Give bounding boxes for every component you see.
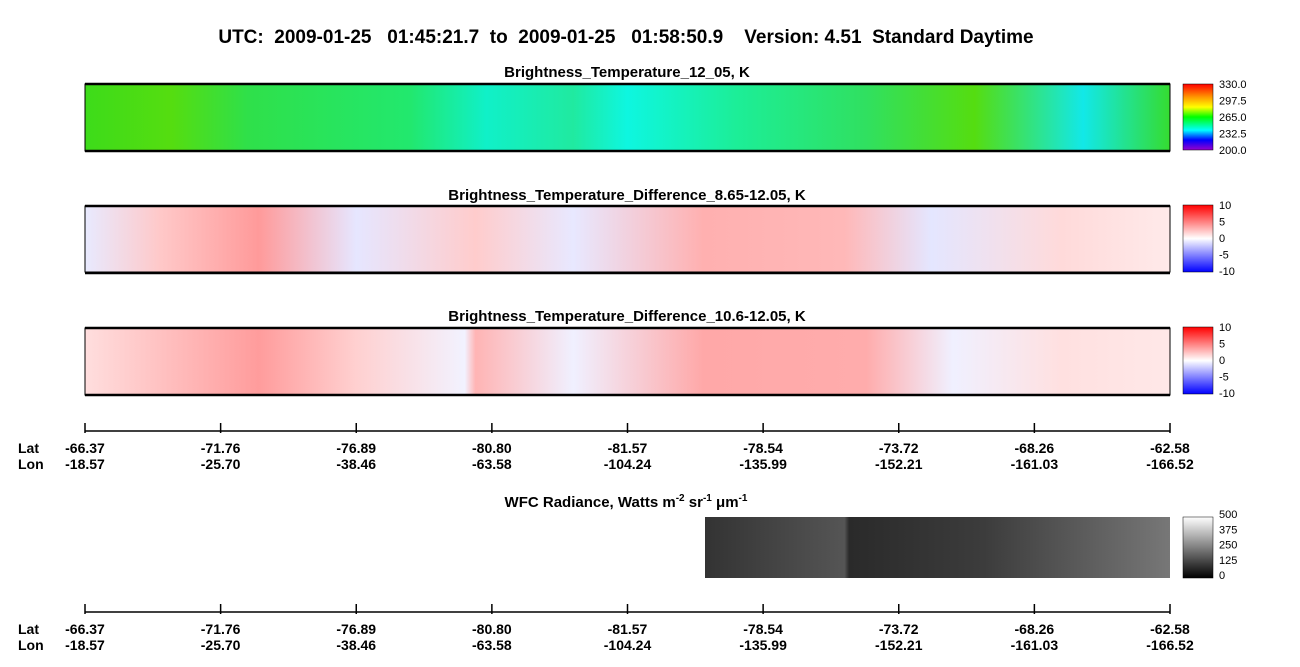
lat-value: -81.57 [608, 440, 648, 456]
colorbar-label: 500 [1219, 509, 1237, 521]
lat-value: -62.58 [1150, 440, 1190, 456]
lat-value: -80.80 [472, 621, 512, 637]
colorbar-label: -10 [1219, 266, 1235, 278]
lon-value: -38.46 [336, 637, 376, 653]
lat-value: -78.54 [743, 621, 783, 637]
lon-value: -38.46 [336, 456, 376, 472]
lat-value: -76.89 [336, 440, 376, 456]
lon-label: Lon [18, 456, 44, 472]
lat-value: -73.72 [879, 440, 919, 456]
lon-value: -152.21 [875, 456, 923, 472]
colorbar-label: 0 [1219, 570, 1225, 582]
lon-value: -104.24 [604, 637, 652, 653]
lon-value: -104.24 [604, 456, 652, 472]
colorbar-label: 125 [1219, 555, 1237, 567]
lat-label: Lat [18, 440, 39, 456]
colorbar-label: 0 [1219, 233, 1225, 245]
colorbar-label: 375 [1219, 524, 1237, 536]
lat-value: -76.89 [336, 621, 376, 637]
colorbar [1182, 326, 1214, 395]
lat-value: -80.80 [472, 440, 512, 456]
image [84, 205, 1171, 273]
panel-title: Brightness_Temperature_Difference_10.6-1… [448, 308, 806, 325]
title-sup: -1 [703, 493, 712, 504]
lon-label: Lon [18, 637, 44, 653]
lon-value: -25.70 [201, 456, 241, 472]
colorbar-label: 250 [1219, 540, 1237, 552]
colorbar-label: -5 [1219, 372, 1229, 384]
title-sup: -1 [739, 493, 748, 504]
colorbar-label: 265.0 [1219, 112, 1247, 124]
lat-value: -78.54 [743, 440, 783, 456]
colorbar-label: -5 [1219, 250, 1229, 262]
lon-value: -18.57 [65, 456, 105, 472]
lon-value: -166.52 [1146, 637, 1194, 653]
panel-title: Brightness_Temperature_12_05, K [504, 64, 750, 81]
wfc-title: WFC Radiance, Watts m-2 sr-1 μm-1 [505, 493, 748, 511]
colorbar-label: 5 [1219, 339, 1225, 351]
lon-value: -152.21 [875, 637, 923, 653]
image [84, 327, 1171, 396]
lon-value: -63.58 [472, 456, 512, 472]
lat-value: -81.57 [608, 621, 648, 637]
colorbar-label: -10 [1219, 388, 1235, 400]
colorbar-label: 200.0 [1219, 145, 1247, 157]
colorbar-label: 0 [1219, 355, 1225, 367]
colorbar-label: 10 [1219, 200, 1231, 212]
lon-value: -25.70 [201, 637, 241, 653]
colorbar [1182, 83, 1214, 151]
colorbar-label: 297.5 [1219, 96, 1247, 108]
colorbar [1182, 204, 1214, 273]
lat-value: -68.26 [1015, 621, 1055, 637]
lon-value: -18.57 [65, 637, 105, 653]
lon-value: -135.99 [739, 456, 787, 472]
title-sup: -2 [676, 493, 685, 504]
lon-value: -166.52 [1146, 456, 1194, 472]
lon-value: -135.99 [739, 637, 787, 653]
lon-value: -161.03 [1011, 456, 1059, 472]
lat-value: -62.58 [1150, 621, 1190, 637]
lat-value: -73.72 [879, 621, 919, 637]
image [84, 83, 1171, 152]
colorbar-label: 5 [1219, 217, 1225, 229]
page-title: UTC: 2009-01-25 01:45:21.7 to 2009-01-25… [218, 27, 1033, 48]
lat-value: -66.37 [65, 440, 105, 456]
lat-label: Lat [18, 621, 39, 637]
title-part: sr [685, 494, 704, 511]
title-part: WFC Radiance, Watts m [505, 494, 676, 511]
lon-value: -63.58 [472, 637, 512, 653]
lat-value: -68.26 [1015, 440, 1055, 456]
colorbar-label: 232.5 [1219, 129, 1247, 141]
colorbar-label: 10 [1219, 322, 1231, 334]
title-part: μm [712, 494, 739, 511]
lon-value: -161.03 [1011, 637, 1059, 653]
colorbar [1182, 516, 1214, 579]
lat-value: -71.76 [201, 440, 241, 456]
lat-value: -71.76 [201, 621, 241, 637]
lat-value: -66.37 [65, 621, 105, 637]
panel-title: Brightness_Temperature_Difference_8.65-1… [448, 187, 806, 204]
colorbar-label: 330.0 [1219, 79, 1247, 91]
wfc-image [705, 517, 1170, 578]
